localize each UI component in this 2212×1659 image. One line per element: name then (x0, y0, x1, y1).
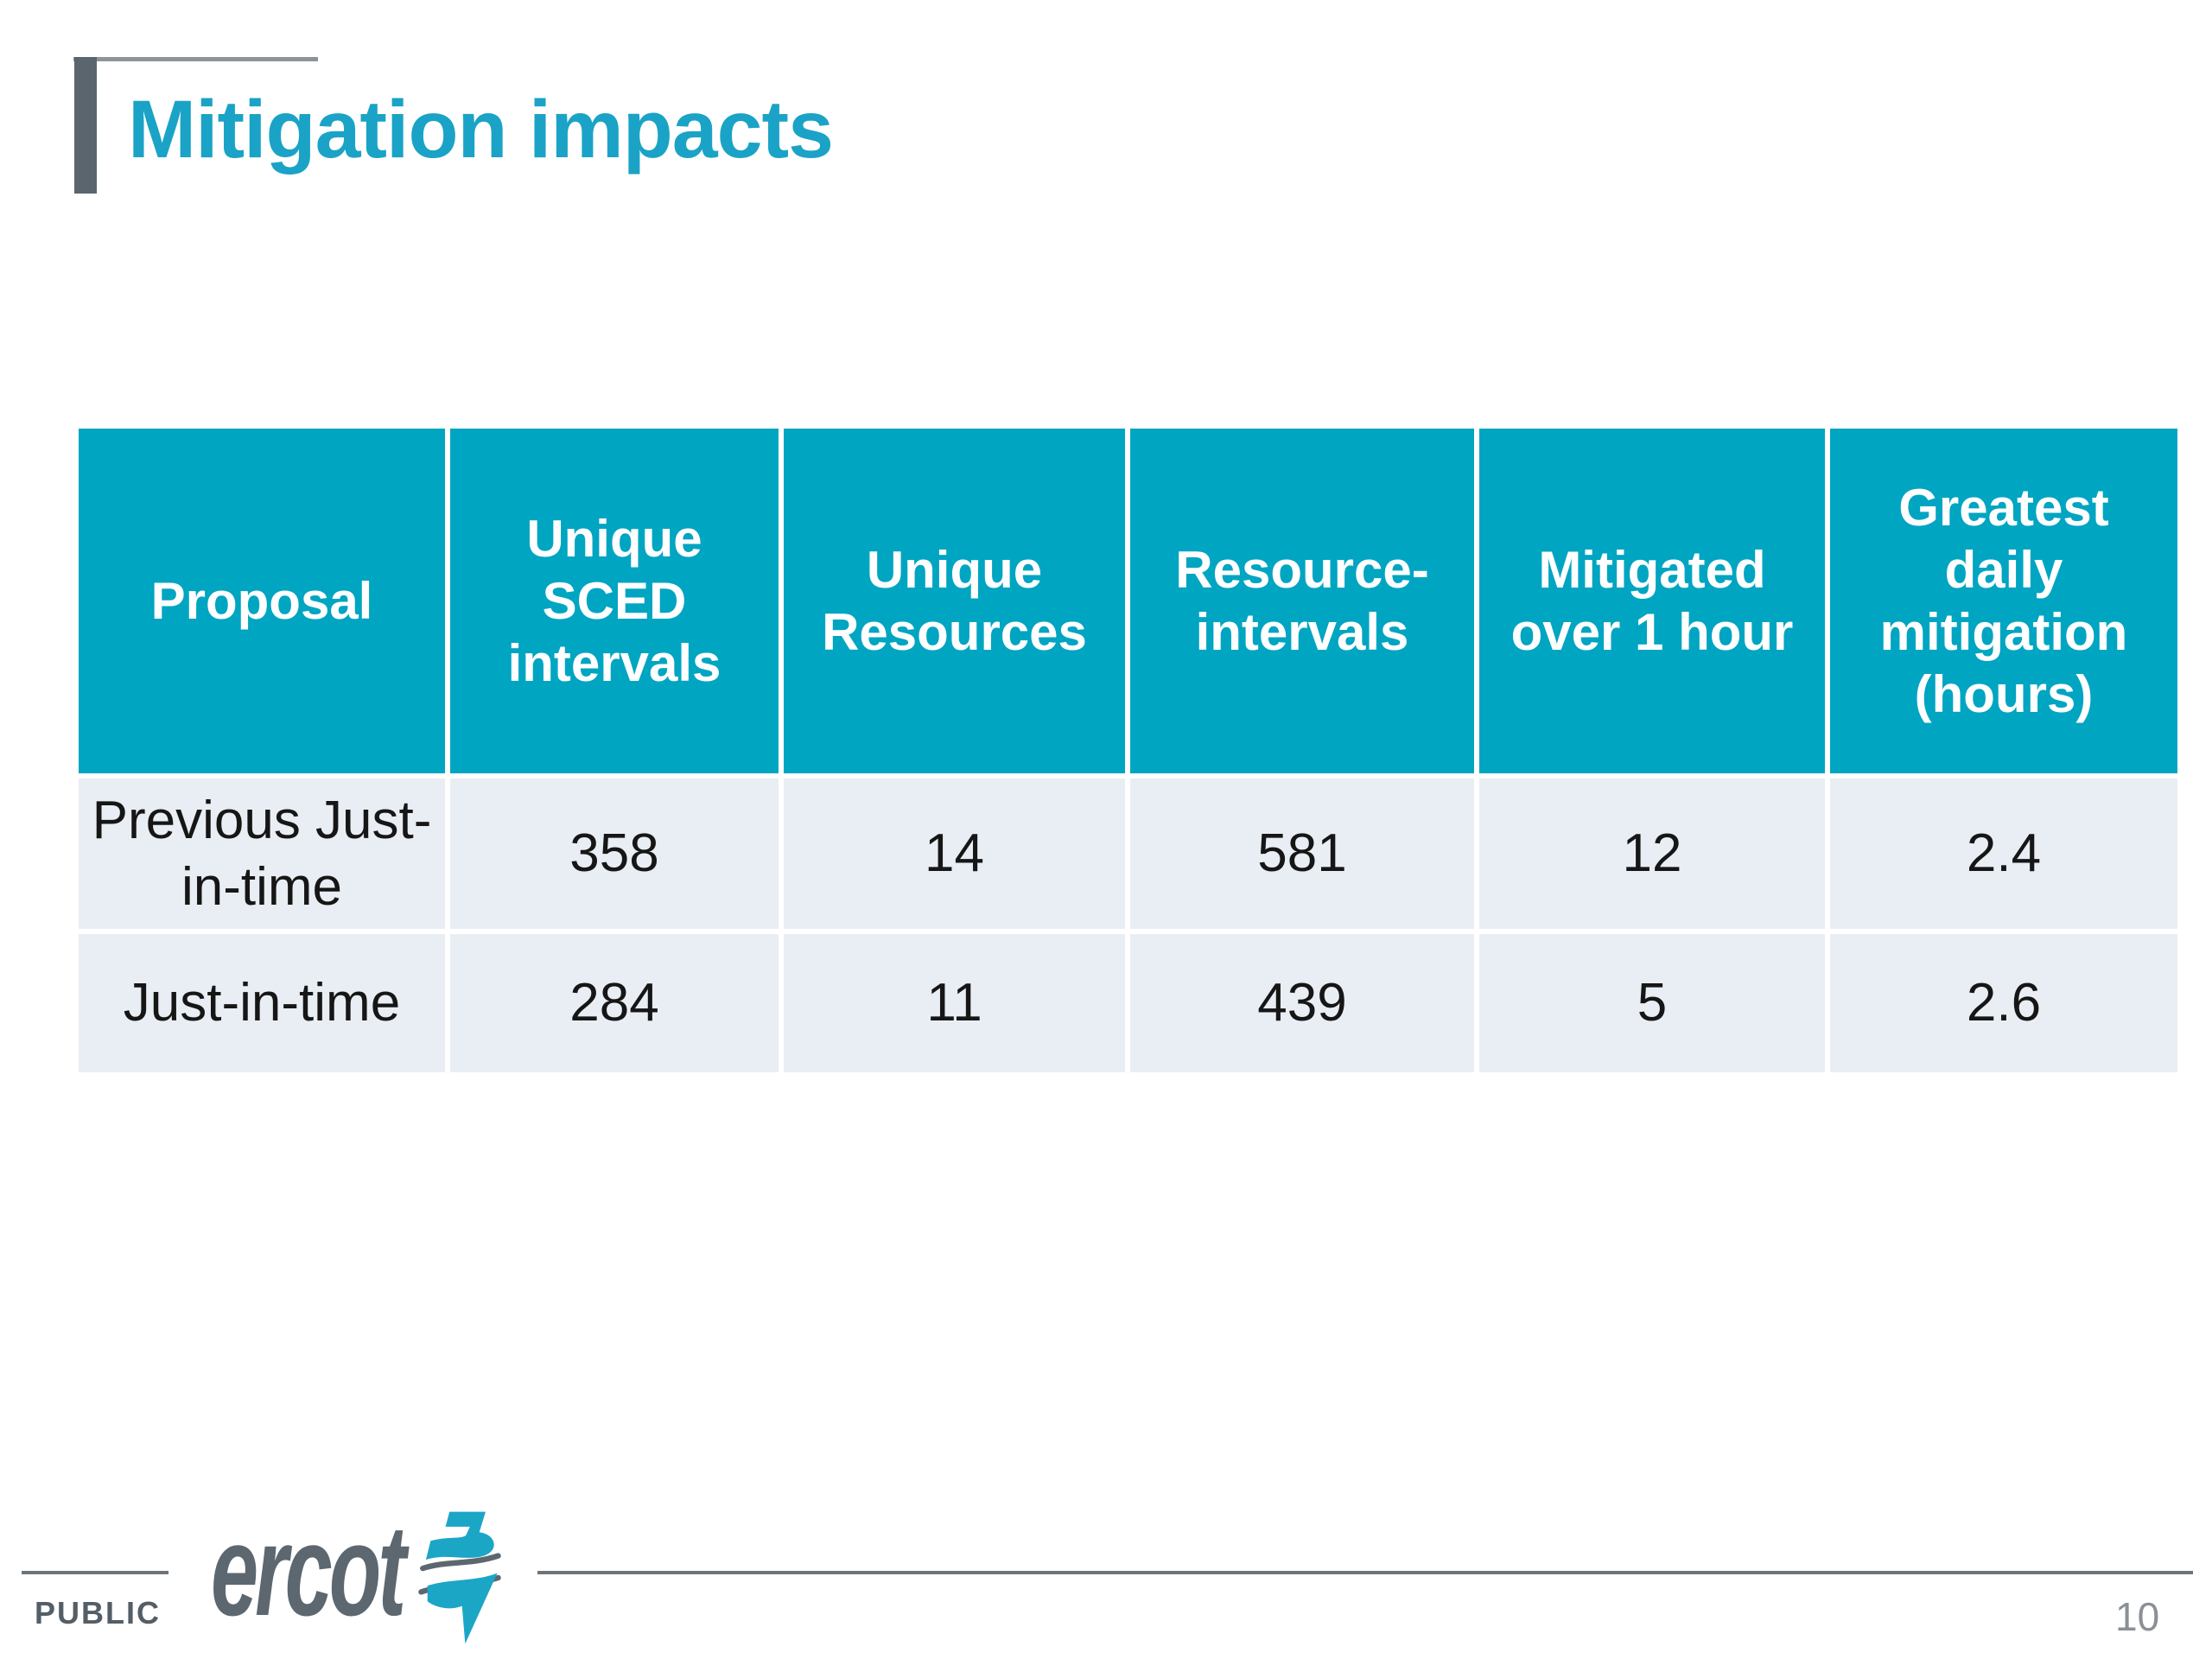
cell-proposal: Previous Just-in-time (73, 773, 450, 934)
slide-title: Mitigation impacts (128, 84, 834, 175)
ercot-logo-text: ercot (211, 1497, 406, 1643)
title-accent-bar (74, 57, 97, 194)
table-row: Just-in-time 284 11 439 5 2.6 (73, 929, 2183, 1077)
column-header-unique-resources: Unique Resources (779, 423, 1130, 779)
footer-divider-right (537, 1571, 2193, 1574)
column-header-mitigated-over-1-hour: Mitigated over 1 hour (1474, 423, 1830, 779)
cell-resource-intervals: 439 (1125, 929, 1479, 1077)
cell-greatest-daily-mitigation: 2.4 (1825, 773, 2183, 934)
cell-proposal: Just-in-time (73, 929, 450, 1077)
classification-label: PUBLIC (35, 1595, 161, 1630)
cell-mitigated-over-1-hour: 5 (1474, 929, 1830, 1077)
cell-unique-resources: 11 (779, 929, 1130, 1077)
page-number: 10 (2115, 1594, 2160, 1639)
cell-unique-sced-intervals: 358 (445, 773, 784, 934)
ercot-lightning-bolt-icon (418, 1511, 501, 1644)
cell-greatest-daily-mitigation: 2.6 (1825, 929, 2183, 1077)
cell-resource-intervals: 581 (1125, 773, 1479, 934)
cell-unique-sced-intervals: 284 (445, 929, 784, 1077)
column-header-proposal: Proposal (73, 423, 450, 779)
table-header-row: Proposal Unique SCED intervals Unique Re… (73, 423, 2183, 779)
mitigation-impacts-table: Proposal Unique SCED intervals Unique Re… (73, 423, 2183, 1077)
footer-divider-left (22, 1571, 168, 1574)
title-accent-line (73, 57, 318, 61)
column-header-resource-intervals: Resource-intervals (1125, 423, 1479, 779)
column-header-unique-sced-intervals: Unique SCED intervals (445, 423, 784, 779)
cell-mitigated-over-1-hour: 12 (1474, 773, 1830, 934)
column-header-greatest-daily-mitigation: Greatest daily mitigation (hours) (1825, 423, 2183, 779)
table-row: Previous Just-in-time 358 14 581 12 2.4 (73, 773, 2183, 934)
cell-unique-resources: 14 (779, 773, 1130, 934)
